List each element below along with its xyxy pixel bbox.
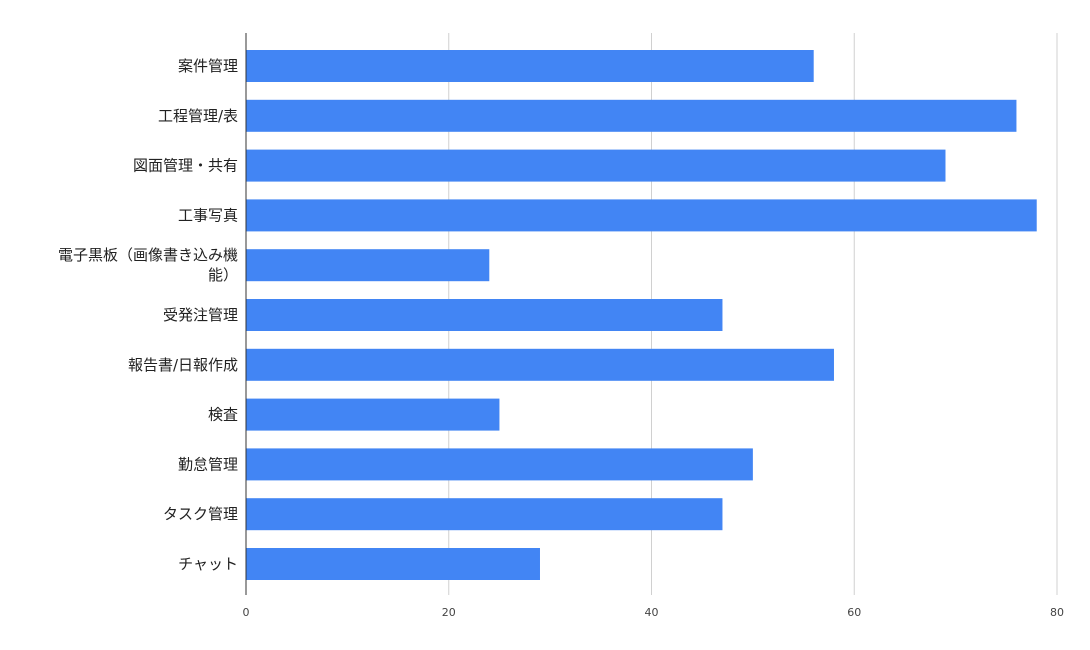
bar	[246, 249, 490, 282]
category-label: 報告書/日報作成	[128, 356, 238, 374]
x-tick-label: 20	[442, 606, 456, 619]
x-tick-label: 40	[645, 606, 659, 619]
bar	[246, 348, 834, 381]
category-label: 図面管理・共有	[133, 157, 238, 175]
bar	[246, 299, 723, 331]
bars	[246, 50, 1037, 580]
bar	[246, 99, 1017, 132]
bar	[246, 498, 723, 531]
bar	[246, 149, 946, 182]
category-label: 勤怠管理	[178, 455, 238, 473]
x-tick-label: 60	[847, 606, 861, 619]
bar	[246, 448, 753, 481]
x-tick-label: 80	[1050, 606, 1064, 619]
bar	[246, 50, 814, 82]
bar	[246, 548, 540, 580]
category-label: チャット	[178, 555, 238, 573]
x-tick-label: 0	[243, 606, 250, 619]
category-label: 能）	[208, 266, 238, 284]
bar	[246, 199, 1037, 232]
category-label: 検査	[208, 406, 238, 424]
category-label: 受発注管理	[163, 306, 238, 324]
category-label: タスク管理	[163, 505, 238, 523]
category-label: 工事写真	[178, 206, 238, 224]
bar	[246, 398, 500, 431]
x-tick-labels: 0 20 40 60 80	[243, 606, 1065, 619]
category-label: 案件管理	[178, 57, 238, 75]
category-label: 工程管理/表	[158, 107, 238, 125]
category-label: 電子黒板（画像書き込み機	[58, 246, 238, 264]
